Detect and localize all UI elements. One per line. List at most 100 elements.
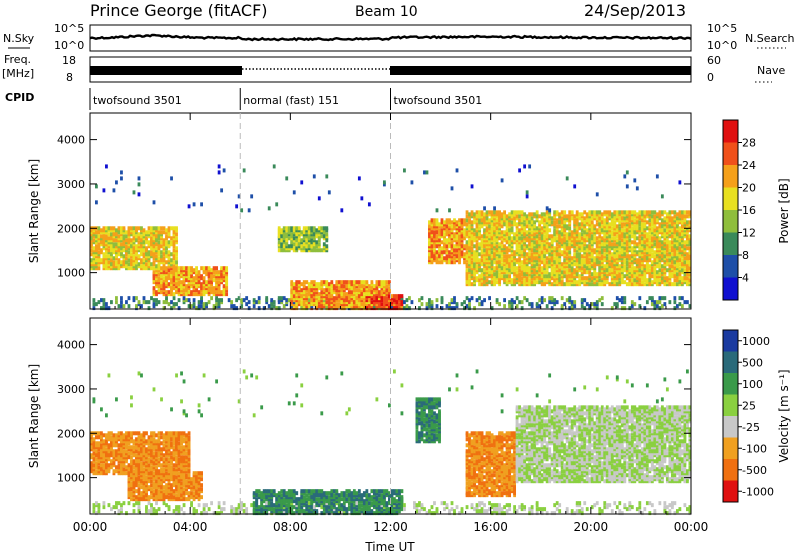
power-cell xyxy=(568,296,571,300)
power-cell xyxy=(591,234,594,238)
power-cell xyxy=(651,296,654,300)
power-cell xyxy=(681,296,684,300)
power-cell xyxy=(446,244,449,248)
power-cell xyxy=(143,258,146,262)
power-cell xyxy=(100,306,103,310)
nsky-tick-top: 10^5 xyxy=(54,22,84,35)
power-cell xyxy=(270,298,273,302)
power-cell xyxy=(628,238,631,242)
power-cell xyxy=(183,292,186,296)
power-cell xyxy=(215,280,218,284)
power-cell xyxy=(190,266,193,270)
power-cell xyxy=(566,242,569,246)
power-cell xyxy=(135,234,138,238)
power-cell xyxy=(200,292,203,296)
power-cell xyxy=(621,276,624,280)
power-cell xyxy=(466,250,469,254)
power-cell xyxy=(113,226,116,230)
power-cell xyxy=(618,298,621,302)
power-cell xyxy=(130,252,133,256)
power-cell xyxy=(436,256,439,260)
power-cell xyxy=(553,220,556,224)
power-cell xyxy=(446,238,449,242)
power-cell xyxy=(148,226,151,230)
power-cell xyxy=(546,248,549,252)
power-cell xyxy=(516,222,519,226)
power-cell xyxy=(618,216,621,220)
power-cell xyxy=(278,248,281,252)
power-cell xyxy=(95,184,98,188)
power-cell xyxy=(556,246,559,250)
power-cell xyxy=(138,232,141,236)
power-cell xyxy=(651,214,654,218)
y-tick-label: 4000 xyxy=(57,134,85,147)
power-cell xyxy=(180,266,183,270)
power-cell xyxy=(95,302,98,306)
power-cell xyxy=(686,234,689,238)
power-cell xyxy=(436,218,439,222)
power-cell xyxy=(478,218,481,222)
power-cell xyxy=(300,230,303,234)
power-cell xyxy=(543,250,546,254)
power-cell xyxy=(165,246,168,250)
power-cell xyxy=(676,272,679,276)
power-cell xyxy=(370,280,373,284)
nave-tick-bottom: 0 xyxy=(707,71,714,84)
power-cell xyxy=(118,258,121,262)
power-cell xyxy=(223,266,226,270)
power-cell xyxy=(581,236,584,240)
power-cell xyxy=(168,282,171,286)
power-cell xyxy=(348,290,351,294)
power-cell xyxy=(220,272,223,276)
power-cell xyxy=(616,296,619,300)
power-cell xyxy=(511,304,514,308)
velocity-cell xyxy=(100,443,103,447)
power-cell xyxy=(558,248,561,252)
power-cell xyxy=(528,224,531,228)
power-cell xyxy=(213,274,216,278)
power-cell xyxy=(658,222,661,226)
power-cell xyxy=(621,210,624,214)
power-cell xyxy=(521,300,524,304)
power-cell xyxy=(553,266,556,270)
power-cell xyxy=(205,302,208,306)
power-cell xyxy=(478,296,481,300)
power-cell xyxy=(403,306,406,310)
power-cell xyxy=(676,212,679,216)
power-cell xyxy=(353,296,356,300)
power-cell xyxy=(491,254,494,258)
power-cell xyxy=(663,228,666,232)
power-cell xyxy=(433,248,436,252)
power-cell xyxy=(298,292,301,296)
power-cell xyxy=(563,282,566,286)
power-cell xyxy=(108,260,111,264)
power-cell xyxy=(476,298,479,302)
power-cell xyxy=(138,226,141,230)
power-cell xyxy=(566,256,569,260)
power-cell xyxy=(581,298,584,302)
power-cell xyxy=(648,296,651,300)
power-cell xyxy=(308,226,311,230)
power-cell xyxy=(360,280,363,284)
power-cell xyxy=(501,244,504,248)
power-cell xyxy=(421,302,424,306)
power-cell xyxy=(503,244,506,248)
power-cell xyxy=(498,250,501,254)
power-cell xyxy=(128,258,131,262)
power-cell xyxy=(498,272,501,276)
power-cell xyxy=(626,246,629,250)
power-cell xyxy=(521,306,524,310)
power-cell xyxy=(638,234,641,238)
power-cell xyxy=(533,212,536,216)
power-cell xyxy=(636,186,639,190)
power-cell xyxy=(511,236,514,240)
power-cell xyxy=(283,296,286,300)
power-cell xyxy=(233,304,236,308)
power-cell xyxy=(548,300,551,304)
power-cell xyxy=(513,300,516,304)
power-cell xyxy=(476,242,479,246)
power-cell xyxy=(501,240,504,244)
power-cell xyxy=(518,272,521,276)
power-cell xyxy=(215,270,218,274)
power-cell xyxy=(165,290,168,294)
